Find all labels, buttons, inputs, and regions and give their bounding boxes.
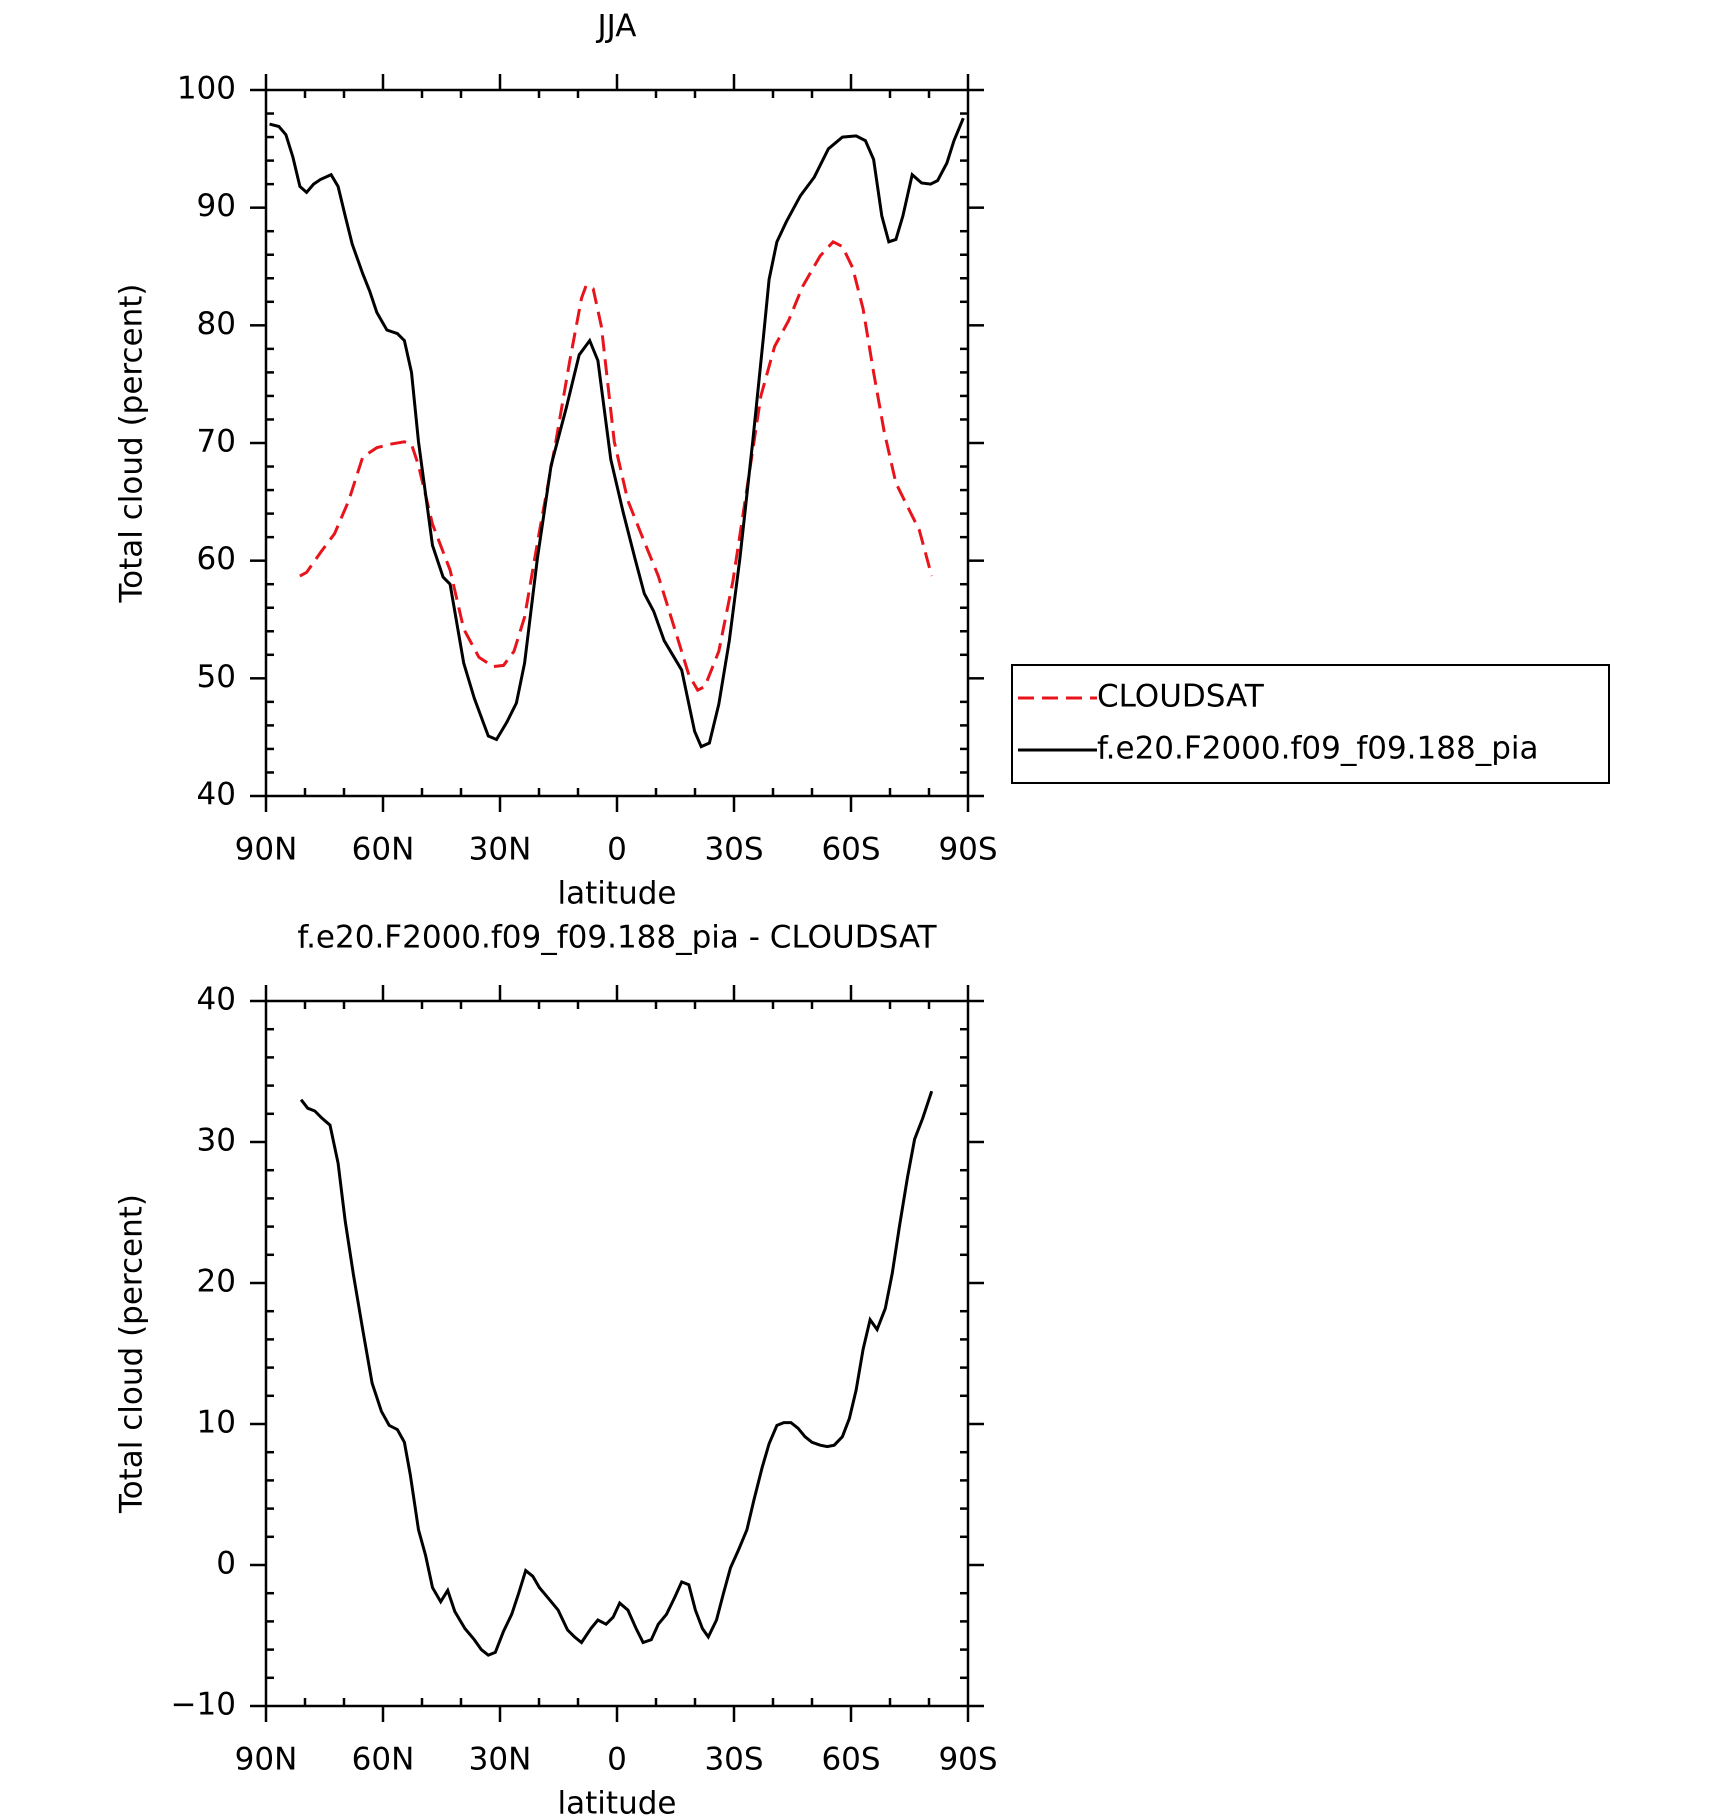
y-tick-label: 30: [197, 1123, 236, 1159]
x-tick-label: 90N: [235, 832, 298, 868]
chart-title: f.e20.F2000.f09_f09.188_pia - CLOUDSAT: [297, 920, 937, 956]
x-axis-label: latitude: [558, 876, 677, 912]
y-tick-label: 80: [197, 306, 236, 342]
y-tick-label: 10: [197, 1405, 236, 1441]
y-axis-label: Total cloud (percent): [114, 1194, 150, 1514]
x-tick-label: 90N: [235, 1742, 298, 1778]
y-tick-label: 40: [197, 777, 236, 813]
series-line: [269, 117, 965, 749]
x-tick-label: 0: [607, 1742, 627, 1778]
x-tick-label: 90S: [938, 832, 997, 868]
plot-frame: [264, 88, 970, 798]
y-tick-label: 60: [197, 541, 236, 577]
y-tick-label: 100: [177, 71, 236, 107]
x-tick-label: 60S: [821, 832, 880, 868]
legend-label: CLOUDSAT: [1097, 679, 1265, 715]
series-line: [299, 239, 934, 693]
y-tick-label: 70: [197, 424, 236, 460]
x-tick-label: 0: [607, 832, 627, 868]
x-axis-label: latitude: [558, 1786, 677, 1816]
y-tick-label: 50: [197, 659, 236, 695]
y-tick-label: 0: [216, 1546, 236, 1582]
x-tick-label: 60S: [821, 1742, 880, 1778]
chart-title: JJA: [596, 9, 637, 45]
legend-label: f.e20.F2000.f09_f09.188_pia: [1097, 731, 1539, 767]
y-tick-label: −10: [171, 1687, 236, 1723]
legend-box: [1011, 664, 1610, 784]
x-tick-label: 30S: [704, 1742, 763, 1778]
y-tick-label: 20: [197, 1264, 236, 1300]
x-tick-label: 90S: [938, 1742, 997, 1778]
x-tick-label: 30N: [469, 832, 532, 868]
y-tick-label: 40: [197, 982, 236, 1018]
y-tick-label: 90: [197, 188, 236, 224]
x-tick-label: 30N: [469, 1742, 532, 1778]
y-axis-label: Total cloud (percent): [114, 284, 150, 604]
x-tick-label: 60N: [352, 832, 415, 868]
x-tick-label: 60N: [352, 1742, 415, 1778]
x-tick-label: 30S: [704, 832, 763, 868]
series-line: [299, 1090, 934, 1657]
